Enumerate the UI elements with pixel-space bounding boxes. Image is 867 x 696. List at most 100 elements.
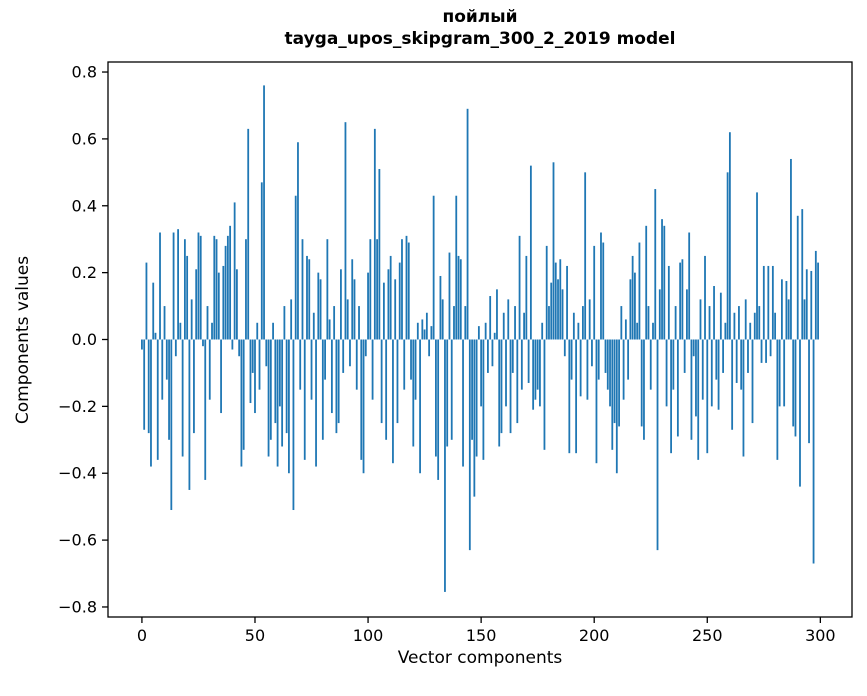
bar — [545, 245, 548, 340]
bar — [482, 339, 485, 460]
bar — [283, 306, 286, 340]
bar — [464, 306, 467, 340]
bar — [645, 225, 648, 340]
bar — [310, 339, 313, 400]
bar — [787, 299, 790, 340]
bar — [224, 245, 227, 340]
bar — [326, 239, 329, 340]
bar — [471, 339, 473, 440]
y-tick-label: −0.8 — [58, 597, 97, 616]
bar — [276, 339, 279, 467]
bar — [362, 339, 365, 474]
y-tick-label: 0.8 — [72, 63, 97, 82]
bar — [351, 259, 354, 340]
axis-ticks — [102, 71, 821, 623]
bar — [756, 192, 758, 340]
chart-title: пойлый tayga_upos_skipgram_300_2_2019 mo… — [108, 6, 852, 50]
bar — [728, 132, 731, 340]
bar — [713, 286, 715, 340]
bar — [457, 255, 460, 340]
bar — [308, 259, 311, 340]
bar — [602, 242, 605, 340]
bar — [670, 339, 672, 454]
bar — [278, 339, 281, 407]
bar — [801, 209, 804, 340]
bar — [609, 339, 611, 407]
bar — [150, 339, 152, 467]
bar — [783, 339, 786, 407]
bar — [803, 299, 806, 340]
bar — [360, 339, 363, 460]
bar — [708, 306, 711, 340]
bar — [586, 339, 589, 400]
bar — [579, 339, 582, 397]
bar — [301, 239, 304, 340]
x-tick-label: 250 — [692, 626, 723, 645]
bar — [229, 225, 232, 340]
y-tick-label: 0.4 — [72, 196, 97, 215]
bar — [199, 235, 202, 340]
bar — [444, 339, 446, 592]
bar — [389, 255, 392, 340]
bar — [593, 245, 596, 340]
bar — [724, 322, 727, 340]
bar — [448, 252, 451, 340]
bar — [631, 255, 634, 340]
bar — [459, 259, 462, 340]
bar — [206, 306, 209, 340]
bar — [505, 339, 507, 407]
bar — [358, 306, 360, 340]
bar — [771, 265, 774, 340]
bar — [188, 339, 191, 490]
bar — [652, 322, 654, 340]
bar — [419, 339, 421, 474]
bar — [511, 339, 514, 373]
bar — [396, 339, 399, 424]
bar — [566, 265, 568, 340]
bar — [706, 339, 709, 454]
bar — [595, 339, 598, 464]
bar — [333, 306, 336, 340]
bar — [294, 195, 297, 340]
bar — [785, 280, 788, 340]
bar — [455, 195, 458, 340]
bar — [190, 299, 193, 340]
bar — [627, 339, 630, 380]
bar — [466, 108, 469, 340]
bar — [328, 319, 331, 340]
bar — [382, 282, 385, 340]
bar — [378, 168, 381, 340]
x-tick-label: 300 — [805, 626, 836, 645]
bar — [600, 232, 602, 340]
bar — [369, 239, 372, 340]
bar — [263, 85, 265, 340]
bar — [575, 339, 578, 454]
bar — [817, 262, 819, 340]
bar — [744, 299, 747, 340]
bar — [559, 259, 562, 340]
bar — [742, 339, 745, 457]
bar — [247, 128, 250, 340]
bar — [591, 339, 593, 367]
bar — [814, 250, 817, 340]
bar — [281, 339, 284, 447]
bar — [701, 339, 704, 400]
bar — [790, 158, 792, 340]
bar — [767, 265, 770, 340]
bar — [584, 172, 587, 340]
bar — [717, 339, 720, 410]
bar — [260, 182, 263, 340]
bar — [172, 232, 175, 340]
bar — [168, 339, 170, 440]
bar — [156, 339, 159, 460]
bar — [258, 339, 261, 390]
x-axis-label: Vector components — [397, 648, 563, 668]
bar — [441, 299, 444, 340]
bar — [572, 312, 575, 340]
bar — [634, 272, 636, 340]
bar — [532, 339, 535, 410]
bar — [371, 339, 374, 400]
bar — [690, 339, 693, 440]
bar — [799, 339, 801, 487]
